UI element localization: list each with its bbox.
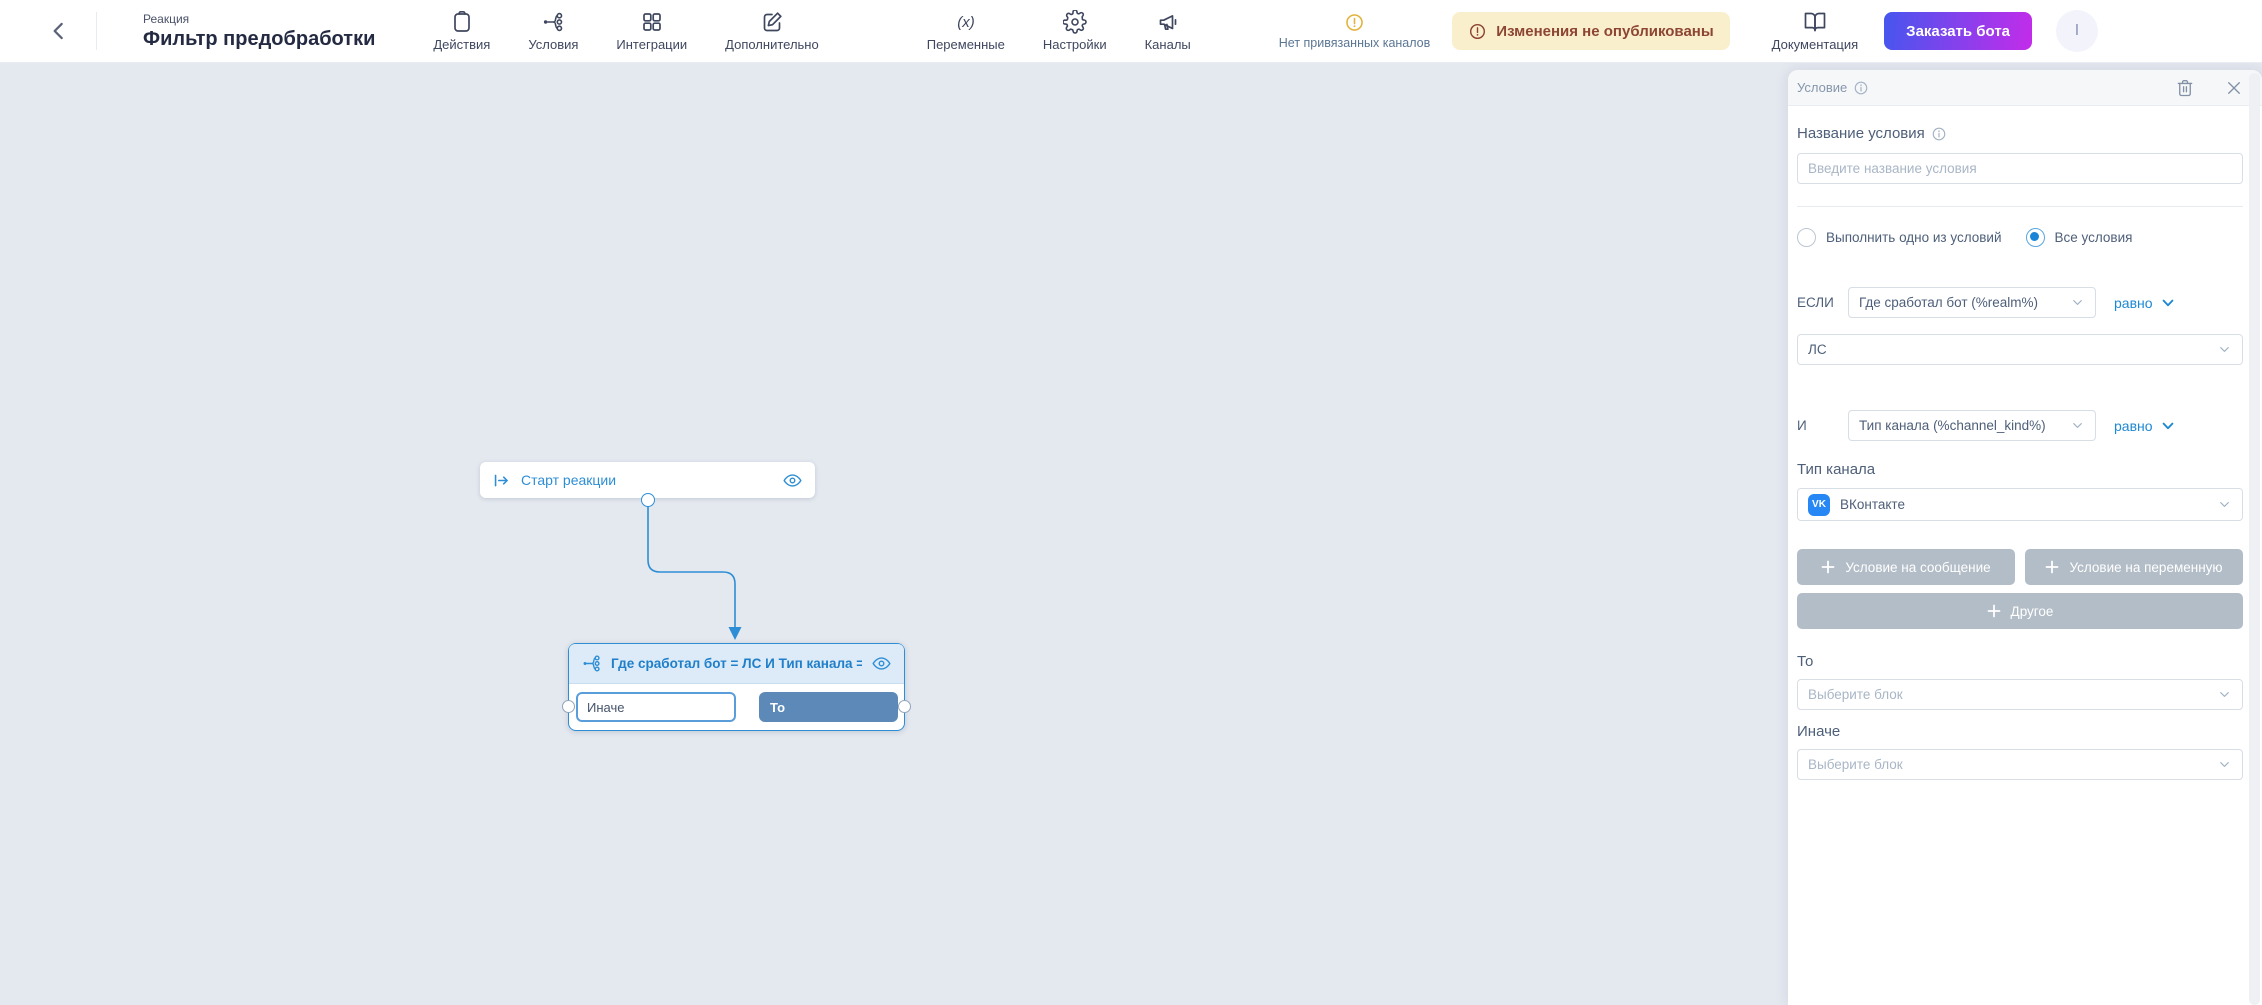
radio-circle: [1797, 228, 1816, 247]
and-operator-select[interactable]: равно: [2114, 418, 2176, 434]
and-field-select[interactable]: Тип канала (%channel_kind%): [1848, 410, 2096, 441]
plus-icon: [2045, 560, 2059, 574]
condition-node-body: Иначе То: [569, 684, 904, 730]
chevron-down-icon: [2217, 687, 2232, 702]
vk-icon: VK: [1808, 493, 1830, 516]
unpublished-changes-badge[interactable]: Изменения не опубликованы: [1452, 12, 1730, 50]
chevron-down-icon: [2070, 418, 2085, 433]
condition-node-header: Где сработал бот = ЛС И Тип канала =...: [569, 644, 904, 684]
warning-circle-icon: [1468, 22, 1487, 41]
panel-title: Условие: [1797, 80, 1848, 95]
eye-icon[interactable]: [871, 653, 892, 674]
info-icon[interactable]: [1853, 80, 1869, 96]
if-condition-row: ЕСЛИ Где сработал бот (%realm%) равно: [1797, 287, 2243, 318]
trash-icon[interactable]: [2175, 78, 2195, 98]
start-node[interactable]: Старт реакции: [480, 462, 815, 498]
toolbar-item-extra[interactable]: Дополнительно: [725, 10, 819, 52]
panel-header: Условие: [1788, 70, 2262, 106]
avatar[interactable]: I: [2056, 10, 2099, 52]
add-condition-buttons: Условие на сообщение Условие на переменн…: [1797, 549, 2243, 585]
eye-icon[interactable]: [782, 470, 803, 491]
toolbar-item-conditions[interactable]: Условия: [528, 10, 578, 52]
title-block: Реакция Фильтр предобработки: [143, 12, 375, 51]
header-divider: [96, 12, 97, 50]
start-node-title: Старт реакции: [521, 472, 617, 488]
if-field-select[interactable]: Где сработал бот (%realm%): [1848, 287, 2096, 318]
branch-icon: [541, 10, 565, 34]
chevron-down-icon: [2217, 757, 2232, 772]
else-label: Иначе: [1797, 723, 1841, 740]
chevron-down-icon: [2217, 497, 2232, 512]
toolbar-item-actions[interactable]: Действия: [433, 10, 490, 52]
toolbar-item-channels[interactable]: Каналы: [1145, 10, 1191, 52]
breadcrumb: Реакция: [143, 11, 190, 26]
branch-chip-else[interactable]: Иначе: [576, 692, 736, 722]
grid-icon: [640, 10, 664, 34]
branch-chip-then[interactable]: То: [759, 692, 898, 722]
book-icon: [1803, 10, 1827, 34]
toolbar-item-settings[interactable]: Настройки: [1043, 10, 1107, 52]
plus-icon: [1987, 604, 2001, 618]
docs-link[interactable]: Документация: [1772, 10, 1858, 52]
branch-icon: [581, 653, 602, 674]
clipboard-icon: [450, 10, 474, 34]
chevron-down-icon: [2160, 295, 2176, 311]
then-label: То: [1797, 653, 1814, 670]
else-block-select[interactable]: Выберите блок: [1797, 749, 2243, 780]
panel-scrollbar[interactable]: [2249, 73, 2260, 1005]
section-divider: [1797, 206, 2243, 207]
megaphone-icon: [1156, 10, 1180, 34]
start-icon: [492, 471, 511, 490]
panel-content: Название условия Выполнить одно из услов…: [1788, 125, 2262, 780]
add-variable-condition-button[interactable]: Условие на переменную: [2025, 549, 2243, 585]
no-channels-warning[interactable]: Нет привязанных каналов: [1279, 12, 1430, 50]
add-message-condition-button[interactable]: Условие на сообщение: [1797, 549, 2015, 585]
order-bot-button[interactable]: Заказать бота: [1884, 12, 2033, 50]
if-operator-select[interactable]: равно: [2114, 295, 2176, 311]
condition-settings-panel: Условие Название условия Выполнить одно …: [1788, 70, 2262, 1005]
condition-else-port[interactable]: [562, 700, 575, 713]
gear-icon: [1063, 10, 1087, 34]
close-icon[interactable]: [2225, 79, 2243, 97]
channel-type-label: Тип канала: [1797, 461, 1876, 478]
condition-mode-radios: Выполнить одно из условий Все условия: [1797, 228, 2243, 247]
radio-any-condition[interactable]: Выполнить одно из условий: [1797, 228, 2002, 247]
start-node-output-port[interactable]: [641, 493, 655, 507]
add-other-condition-button[interactable]: Другое: [1797, 593, 2243, 629]
if-value-select[interactable]: ЛС: [1797, 334, 2243, 365]
block-toolbar: Действия Условия Интеграции Дополнительн…: [433, 10, 1191, 52]
chevron-down-icon: [2070, 295, 2085, 310]
svg-text:(x): (x): [957, 14, 975, 31]
back-icon[interactable]: [46, 18, 72, 44]
condition-name-input[interactable]: [1797, 153, 2243, 184]
radio-all-conditions[interactable]: Все условия: [2025, 228, 2132, 247]
condition-node-title: Где сработал бот = ЛС И Тип канала =...: [611, 656, 862, 671]
app-header: Реакция Фильтр предобработки Действия Ус…: [0, 0, 2262, 63]
chevron-down-icon: [2160, 418, 2176, 434]
plus-icon: [1821, 560, 1835, 574]
and-condition-row: И Тип канала (%channel_kind%) равно: [1797, 410, 2243, 441]
then-block-select[interactable]: Выберите блок: [1797, 679, 2243, 710]
info-icon[interactable]: [1931, 126, 1947, 142]
page-title: Фильтр предобработки: [143, 27, 376, 50]
variables-icon: (x): [957, 14, 975, 31]
name-label-row: Название условия: [1797, 125, 2243, 142]
chevron-down-icon: [2217, 342, 2232, 357]
radio-circle-checked: [2025, 228, 2045, 247]
warning-circle-icon: [1344, 12, 1365, 33]
condition-then-port[interactable]: [898, 700, 911, 713]
channel-type-select[interactable]: VK ВКонтакте: [1797, 488, 2243, 521]
condition-node[interactable]: Где сработал бот = ЛС И Тип канала =... …: [562, 643, 911, 731]
compose-icon: [760, 10, 784, 34]
toolbar-item-integrations[interactable]: Интеграции: [616, 10, 687, 52]
toolbar-item-variables[interactable]: (x) Переменные: [927, 10, 1005, 52]
